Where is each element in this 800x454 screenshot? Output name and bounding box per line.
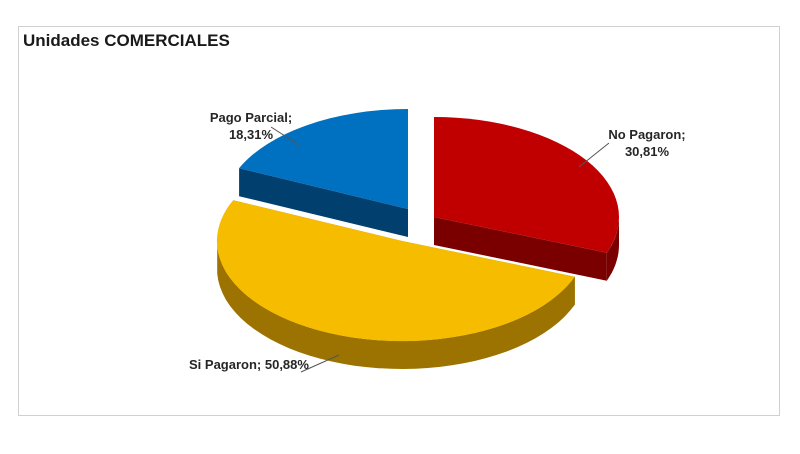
slice-pago-parcial bbox=[239, 109, 408, 209]
pie-labels: No Pagaron; 30,81% Si Pagaron; 50,88% Pago … bbox=[189, 110, 686, 372]
chart-title: Unidades COMERCIALES bbox=[23, 31, 230, 50]
leader-line-1 bbox=[300, 354, 340, 373]
leader-line-0 bbox=[578, 142, 610, 168]
slice-no-pagaron bbox=[434, 117, 619, 253]
slice-side-1 bbox=[217, 245, 575, 369]
pie-tops bbox=[216, 109, 619, 342]
data-label-no-pagaron: No Pagaron; 30,81% bbox=[608, 127, 685, 159]
slice-si-pagaron bbox=[216, 200, 575, 342]
data-label-si-pagaron: Si Pagaron; 50,88% bbox=[189, 357, 309, 372]
pie-leaders bbox=[270, 126, 610, 373]
chart-frame: Unidades COMERCIALES No Pagaron; 30,81% Si… bbox=[18, 26, 780, 416]
slice-wall-2-0 bbox=[239, 168, 408, 237]
data-label-pago-parcial: Pago Parcial; 18,31% bbox=[210, 110, 292, 142]
slice-side-0 bbox=[606, 217, 619, 281]
leader-line-2 bbox=[270, 126, 300, 146]
pie-chart: No Pagaron; 30,81% Si Pagaron; 50,88% Pago … bbox=[189, 109, 686, 373]
slice-wall-0-1 bbox=[434, 217, 607, 281]
